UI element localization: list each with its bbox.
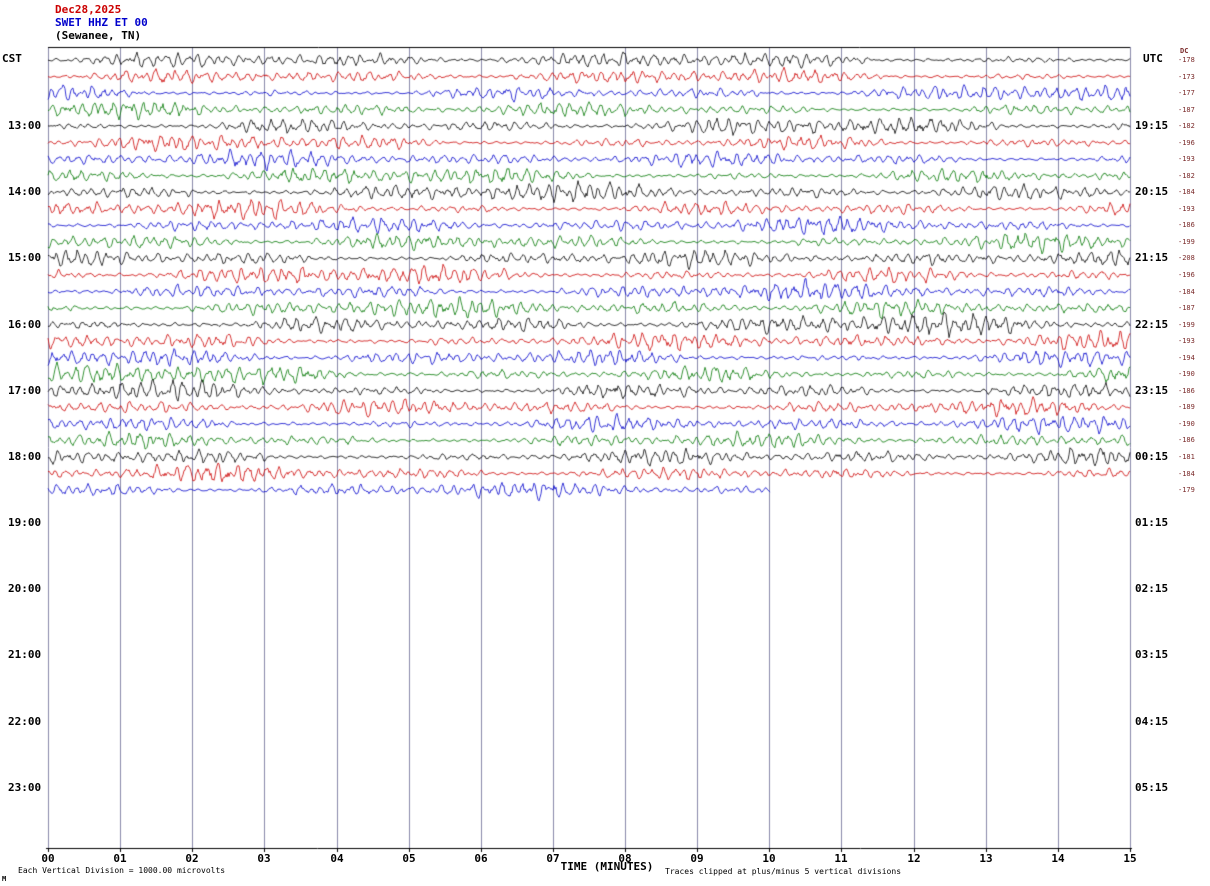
dc-value: -184 xyxy=(1178,287,1195,296)
dc-value: -173 xyxy=(1178,72,1195,81)
x-tick-label: 08 xyxy=(618,852,632,865)
x-tick-label: 13 xyxy=(979,852,993,865)
dc-value: -190 xyxy=(1178,370,1195,379)
dc-value: -186 xyxy=(1178,221,1195,230)
dc-value: -196 xyxy=(1178,271,1195,280)
right-hour-label: 00:15 xyxy=(1135,449,1169,463)
left-hour-label: 13:00 xyxy=(8,119,42,133)
dc-value: -193 xyxy=(1178,337,1195,346)
dc-value: -190 xyxy=(1178,419,1195,428)
dc-value: -193 xyxy=(1178,204,1195,213)
corner-mark: M xyxy=(2,875,7,883)
x-tick-label: 01 xyxy=(113,852,127,865)
vertical-scale-note: Each Vertical Division = 1000.00 microvo… xyxy=(18,866,226,875)
left-hour-label: 20:00 xyxy=(8,582,42,596)
x-tick-label: 04 xyxy=(330,852,344,865)
right-timezone-label: UTC xyxy=(1143,52,1163,65)
left-hour-label: 21:00 xyxy=(8,648,42,662)
dc-value: -177 xyxy=(1178,89,1195,98)
left-hour-label: 22:00 xyxy=(8,714,42,728)
x-tick-label: 03 xyxy=(257,852,271,865)
left-hour-label: 15:00 xyxy=(8,251,42,265)
dc-value: -194 xyxy=(1178,353,1195,362)
dc-value: -186 xyxy=(1178,386,1195,395)
dc-value: -181 xyxy=(1178,452,1195,461)
x-tick-label: 00 xyxy=(41,852,55,865)
left-hour-label: 14:00 xyxy=(8,185,42,199)
x-tick-label: 10 xyxy=(762,852,776,865)
right-hour-label: 20:15 xyxy=(1135,185,1169,199)
left-hour-label: 17:00 xyxy=(8,383,42,397)
left-hour-label: 18:00 xyxy=(8,449,42,463)
dc-column-header: DC xyxy=(1180,47,1189,55)
dc-value: -199 xyxy=(1178,237,1195,246)
x-tick-label: 14 xyxy=(1051,852,1065,865)
x-tick-label: 05 xyxy=(402,852,416,865)
dc-value: -208 xyxy=(1178,254,1195,263)
dc-value: -189 xyxy=(1178,403,1195,412)
x-axis-title: TIME (MINUTES) xyxy=(560,860,654,873)
right-hour-label: 19:15 xyxy=(1135,119,1169,133)
dc-value: -196 xyxy=(1178,138,1195,147)
x-tick-label: 15 xyxy=(1123,852,1137,865)
station-label: SWET HHZ ET 00 xyxy=(55,16,148,29)
x-tick-label: 02 xyxy=(185,852,199,865)
right-hour-label: 21:15 xyxy=(1135,251,1169,265)
right-hour-label: 02:15 xyxy=(1135,582,1169,596)
x-tick-label: 09 xyxy=(690,852,704,865)
dc-value: -187 xyxy=(1178,304,1195,313)
dc-value: -184 xyxy=(1178,188,1195,197)
right-hour-label: 01:15 xyxy=(1135,516,1169,530)
clipping-note: Traces clipped at plus/minus 5 vertical … xyxy=(665,867,902,876)
right-hour-label: 23:15 xyxy=(1135,383,1169,397)
dc-value: -186 xyxy=(1178,436,1195,445)
left-hour-label: 16:00 xyxy=(8,317,42,331)
dc-value: -187 xyxy=(1178,105,1195,114)
left-timezone-label: CST xyxy=(2,52,22,65)
left-hour-label: 19:00 xyxy=(8,516,42,530)
right-hour-label: 04:15 xyxy=(1135,714,1169,728)
x-tick-label: 12 xyxy=(907,852,921,865)
dc-value: -184 xyxy=(1178,469,1195,478)
right-hour-label: 05:15 xyxy=(1135,780,1169,794)
dc-value: -193 xyxy=(1178,155,1195,164)
dc-value: -178 xyxy=(1178,56,1195,64)
location-label: (Sewanee, TN) xyxy=(55,29,142,42)
right-hour-label: 22:15 xyxy=(1135,317,1169,331)
dc-value: -182 xyxy=(1178,122,1195,131)
dc-value: -182 xyxy=(1178,171,1195,180)
dc-value: -179 xyxy=(1178,486,1195,495)
x-tick-label: 11 xyxy=(834,852,848,865)
left-hour-label: 23:00 xyxy=(8,780,42,794)
x-tick-label: 07 xyxy=(546,852,560,865)
right-hour-label: 03:15 xyxy=(1135,648,1169,662)
date-label: Dec28,2025 xyxy=(55,3,122,16)
dc-value: -199 xyxy=(1178,320,1195,329)
x-tick-label: 06 xyxy=(474,852,488,865)
